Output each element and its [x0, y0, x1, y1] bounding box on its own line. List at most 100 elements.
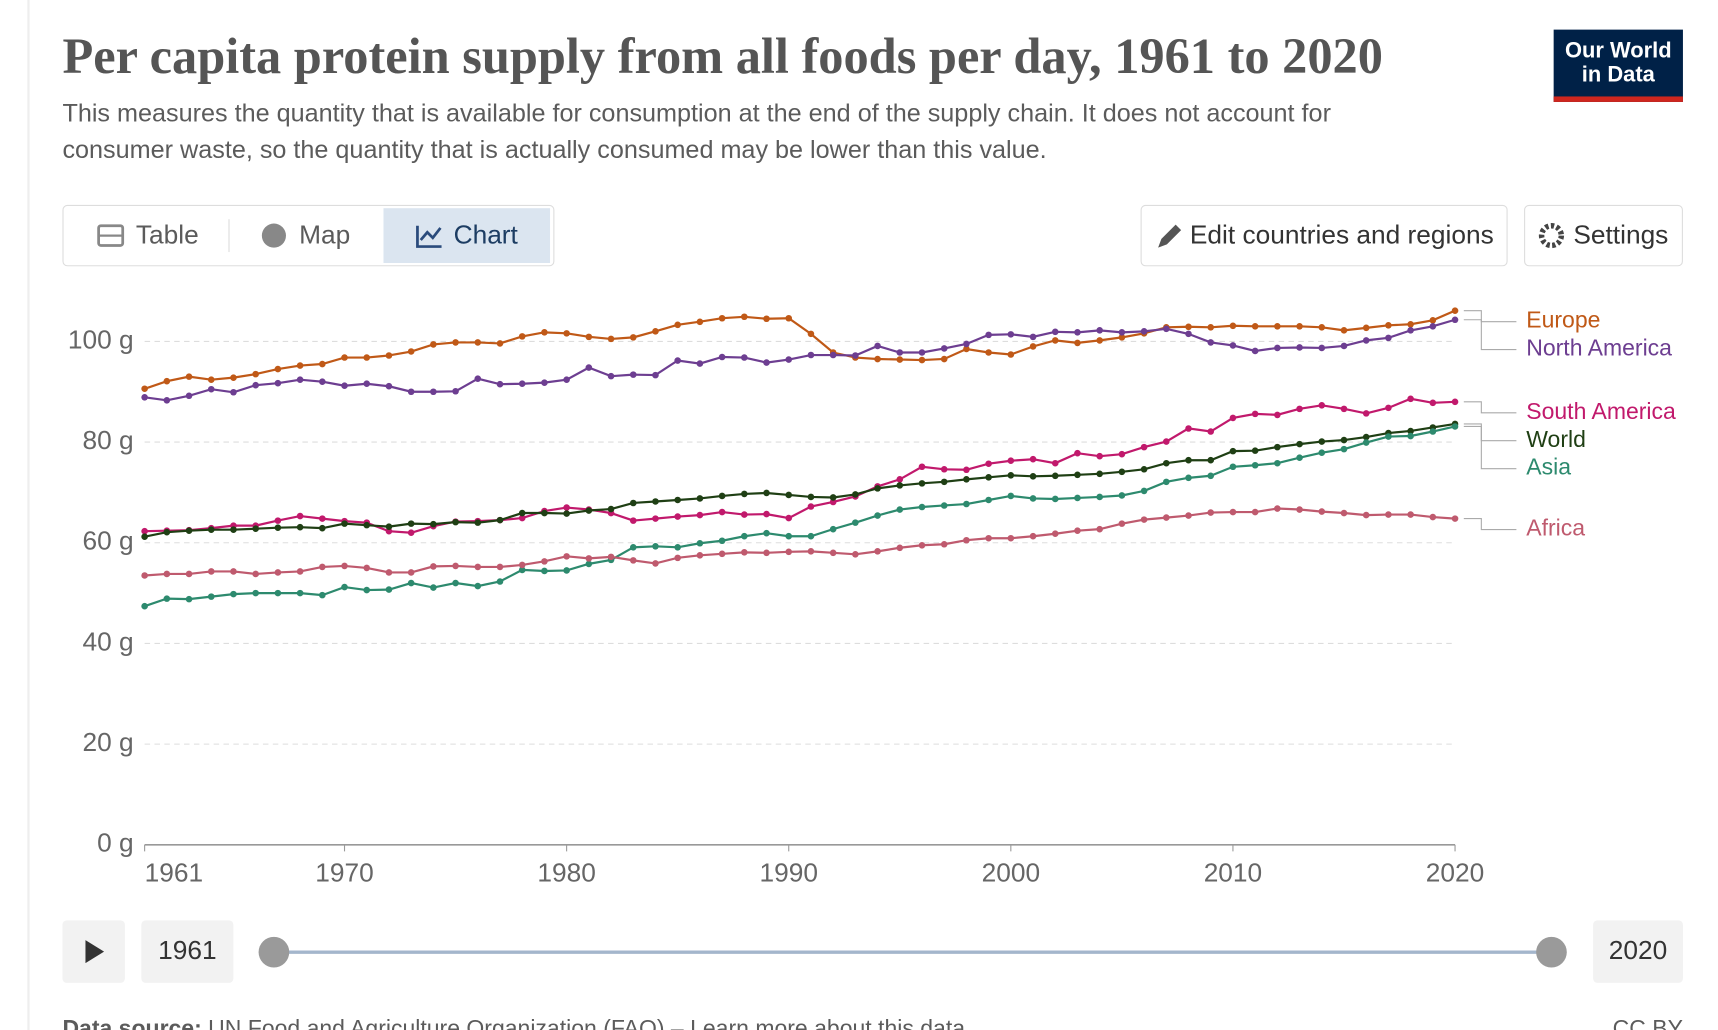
slider-handle[interactable] [1536, 936, 1567, 968]
data-point [1451, 423, 1459, 430]
data-point [607, 335, 615, 343]
data-point [1362, 511, 1370, 519]
data-point [541, 379, 548, 386]
data-point [319, 515, 326, 522]
data-point [1451, 515, 1459, 522]
data-point [896, 356, 904, 363]
tab-map[interactable]: Map [261, 220, 350, 250]
data-point [1407, 395, 1414, 403]
data-point [1362, 410, 1370, 417]
pencil-icon [1158, 224, 1182, 248]
data-point [741, 532, 748, 540]
data-point [163, 570, 171, 578]
data-point [1185, 456, 1192, 464]
data-point [629, 371, 637, 378]
data-point [763, 489, 770, 497]
gear-icon [1538, 223, 1565, 249]
data-point [1207, 324, 1215, 331]
source: UN Food and Agriculture Organization (FA… [208, 1015, 965, 1030]
data-point [696, 360, 704, 367]
plot: 0 g 20 g 40 g 60 g 80 g 100 g 1961 1970 1980 1990… [68, 307, 1676, 888]
logo[interactable]: Our World in Data [1553, 29, 1683, 102]
data-point [563, 553, 570, 560]
data-point [1385, 511, 1392, 518]
data-point [1274, 323, 1281, 330]
data-point [696, 511, 704, 519]
data-point [1296, 440, 1303, 448]
data-point [474, 563, 482, 571]
subtitle: This measures the quantity that is avail… [62, 100, 1331, 128]
data-point [563, 504, 570, 511]
data-point [341, 583, 348, 591]
tab-table[interactable]: Table [97, 220, 199, 250]
data-point [1251, 461, 1259, 469]
data-point [718, 537, 726, 545]
data-point [1407, 321, 1414, 328]
data-point [674, 554, 681, 562]
data-point [1340, 405, 1348, 413]
data-point [1274, 505, 1281, 512]
data-point [985, 331, 992, 339]
slider-handle[interactable] [258, 936, 290, 968]
data-point [563, 376, 570, 383]
data-point [319, 591, 326, 599]
data-point [1051, 337, 1059, 344]
data-point [874, 355, 881, 363]
edit-button[interactable]: Edit countries and regions [1140, 204, 1508, 267]
data-point [319, 360, 326, 368]
data-point [252, 370, 259, 378]
data-point [1007, 331, 1015, 338]
settings-button[interactable]: Settings [1524, 204, 1683, 267]
data-point [563, 330, 570, 337]
data-point [1029, 343, 1037, 350]
data-point [674, 544, 681, 551]
data-point [918, 503, 926, 511]
data-point [1274, 459, 1281, 467]
data-point [141, 533, 148, 541]
data-point [985, 474, 992, 481]
y-tick-label: 100 g [68, 324, 134, 354]
data-point [1029, 473, 1037, 480]
data-point [1229, 322, 1237, 330]
data-point [252, 525, 259, 532]
data-point [763, 549, 770, 557]
data-point [141, 385, 148, 393]
data-point [1140, 328, 1148, 335]
data-point [1451, 398, 1459, 406]
data-point [652, 560, 659, 567]
data-point [1074, 449, 1081, 457]
data-point [1340, 509, 1348, 517]
tab-chart[interactable]: Chart [416, 220, 519, 250]
data-point [1074, 471, 1081, 479]
data-point [718, 550, 726, 558]
start-year: 1961 [158, 935, 216, 965]
data-point [807, 351, 815, 359]
data-point [963, 340, 970, 348]
legend-label: World [1526, 426, 1586, 452]
data-point [1051, 328, 1059, 336]
data-point [141, 572, 148, 579]
data-point [274, 589, 282, 597]
series-line [144, 507, 1456, 577]
legend-label: South America [1526, 398, 1676, 424]
data-point [918, 463, 926, 471]
data-point [896, 544, 904, 552]
data-point [274, 524, 282, 531]
data-point [563, 510, 570, 517]
data-point [807, 503, 815, 510]
data-point [230, 568, 237, 575]
data-point [1429, 399, 1437, 407]
tab-label: Map [299, 220, 350, 250]
data-point [1163, 438, 1170, 445]
data-point [1118, 450, 1126, 458]
start-box [141, 920, 234, 983]
data-point [1118, 520, 1126, 527]
data-point [1251, 347, 1259, 355]
data-point [1163, 514, 1170, 521]
data-point [430, 388, 437, 396]
data-point [852, 491, 859, 498]
data-point [696, 495, 704, 502]
data-point [1163, 459, 1170, 467]
data-point [785, 532, 793, 540]
